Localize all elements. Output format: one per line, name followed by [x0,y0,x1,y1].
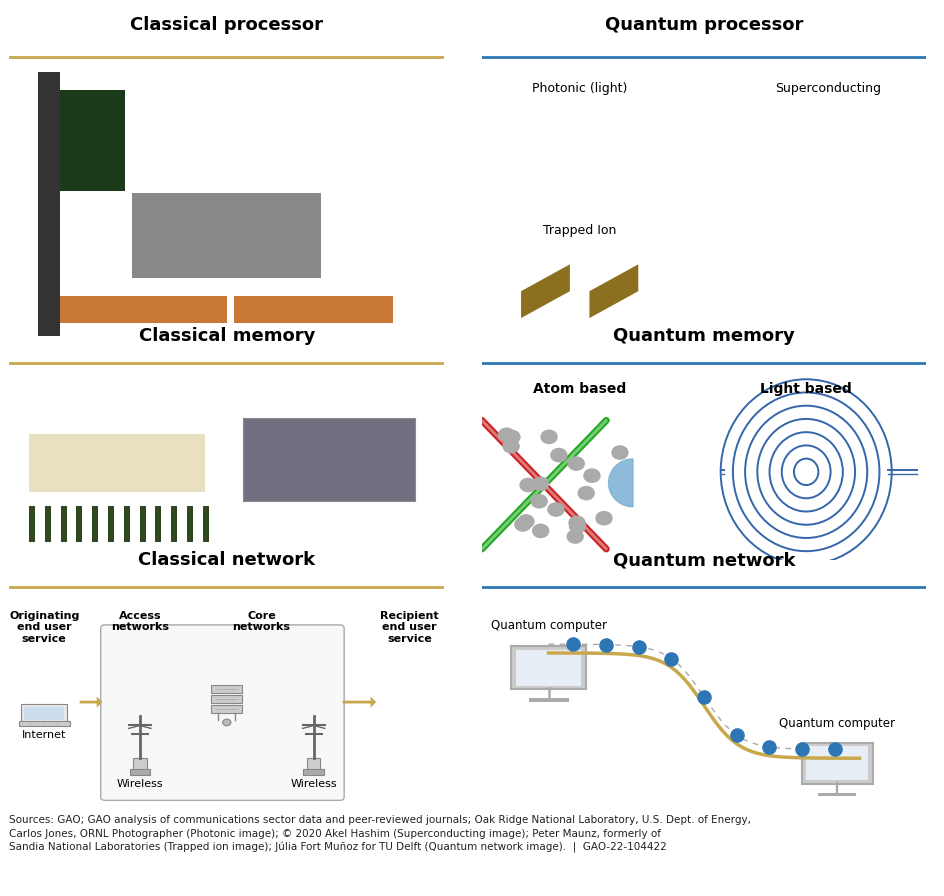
Bar [203,505,209,542]
Circle shape [550,449,566,461]
Circle shape [541,430,556,444]
Point [598,637,613,651]
Bar [124,505,129,542]
Circle shape [519,478,535,492]
Bar [133,758,146,771]
Circle shape [532,524,548,538]
Bar [38,72,60,336]
Circle shape [531,495,547,508]
Bar [108,505,114,542]
FancyBboxPatch shape [19,720,70,726]
Bar [243,418,414,501]
Polygon shape [608,459,632,507]
Text: Quantum network: Quantum network [612,551,795,569]
Point [794,742,809,756]
Bar [29,505,35,542]
Point [696,690,711,704]
Bar [211,695,243,702]
Text: Quantum computer: Quantum computer [490,619,606,632]
Bar [57,90,125,191]
Text: Light based: Light based [760,382,851,396]
Text: Quantum computer: Quantum computer [779,717,894,730]
Bar [171,505,177,542]
Circle shape [502,440,518,452]
Bar [187,505,193,542]
Circle shape [583,469,599,482]
Bar [528,699,568,702]
Bar [234,297,393,323]
Point [631,640,646,654]
Bar [44,505,51,542]
Bar [211,685,243,693]
Bar [57,297,227,323]
Text: Trapped Ion: Trapped Ion [543,224,615,237]
Polygon shape [520,264,569,318]
Circle shape [578,487,594,500]
Text: Recipient
end user
service: Recipient end user service [379,611,438,644]
Circle shape [566,530,582,543]
Text: Classical memory: Classical memory [139,327,314,345]
Bar [129,770,150,775]
Circle shape [567,457,583,470]
Text: Photonic (light): Photonic (light) [531,82,627,96]
Circle shape [596,512,612,525]
Bar [29,435,205,492]
Point [826,742,841,756]
Bar [60,505,66,542]
Circle shape [517,515,533,528]
Text: Sources: GAO; GAO analysis of communications sector data and peer-reviewed journ: Sources: GAO; GAO analysis of communicat… [9,815,750,853]
Text: Quantum memory: Quantum memory [613,327,794,345]
Text: Wireless: Wireless [116,780,163,789]
Text: Quantum processor: Quantum processor [604,16,802,34]
Circle shape [532,478,548,490]
Circle shape [514,518,531,531]
Text: Core
networks: Core networks [232,611,290,633]
Bar [211,705,243,712]
Circle shape [612,446,627,459]
Point [729,728,744,742]
FancyBboxPatch shape [101,625,344,800]
Point [761,740,776,754]
Bar [140,505,145,542]
Text: Access
networks: Access networks [110,611,169,633]
Circle shape [498,428,514,442]
Bar [93,505,98,542]
Bar [155,505,161,542]
Bar [818,793,855,797]
Circle shape [569,520,585,533]
Text: Superconducting: Superconducting [775,82,881,96]
FancyBboxPatch shape [21,704,67,722]
Bar [132,194,321,278]
Bar [303,770,324,775]
Text: Wireless: Wireless [290,780,337,789]
Text: Atom based: Atom based [532,382,626,396]
Polygon shape [589,264,637,318]
Bar [25,707,64,719]
FancyBboxPatch shape [801,743,872,784]
Circle shape [223,719,230,726]
Circle shape [503,430,519,444]
Text: Originating
end user
service: Originating end user service [9,611,79,644]
Bar [805,746,868,780]
Point [565,637,581,651]
Bar [515,650,581,685]
Text: Classical network: Classical network [138,551,315,569]
Bar [76,505,82,542]
Circle shape [548,503,564,516]
Point [663,651,678,666]
Text: Classical processor: Classical processor [130,16,323,34]
Circle shape [568,516,584,530]
Text: Internet: Internet [22,730,66,740]
FancyBboxPatch shape [511,646,585,689]
Bar [307,758,320,771]
